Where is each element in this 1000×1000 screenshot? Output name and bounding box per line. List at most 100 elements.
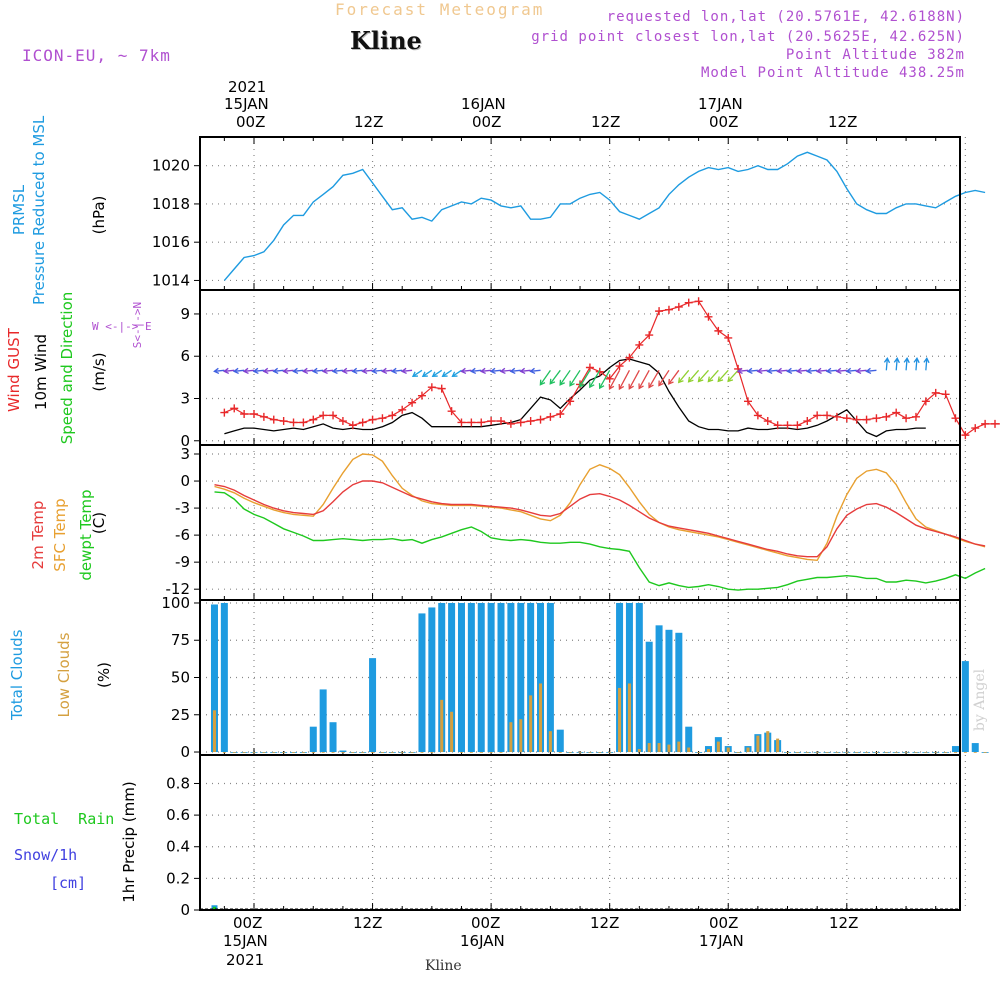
wind-gust-marker bbox=[250, 410, 258, 418]
wind-direction-arrowhead bbox=[529, 367, 536, 375]
low-cloud-bar bbox=[687, 747, 691, 753]
wind-gust-marker bbox=[842, 414, 851, 423]
temperature-ytick-label: -3 bbox=[175, 499, 190, 517]
wind-gust-marker bbox=[240, 410, 249, 418]
wind-direction-arrow bbox=[263, 369, 274, 372]
clouds-ytick-label: 50 bbox=[171, 669, 190, 687]
low-cloud-bar bbox=[519, 719, 523, 753]
pressure-ytick-label: 1016 bbox=[152, 233, 190, 251]
wind-direction-arrow bbox=[293, 369, 304, 372]
temperature-ytick-label: -9 bbox=[175, 553, 190, 571]
wind-gust-marker bbox=[546, 412, 555, 421]
total-cloud-bar bbox=[467, 602, 475, 753]
low-cloud-bar bbox=[697, 752, 701, 753]
low-cloud-bar bbox=[746, 747, 750, 753]
low-cloud-bar bbox=[963, 752, 967, 753]
wind-panel-frame bbox=[199, 289, 961, 446]
low-cloud-bar bbox=[232, 752, 236, 753]
wind-direction-arrow bbox=[273, 369, 284, 372]
total-rain-label: Total Rain bbox=[14, 810, 115, 828]
snow-unit-label: [cm] bbox=[50, 874, 87, 892]
top-tick-12z-17: 12Z bbox=[828, 113, 858, 131]
wind-direction-arrow bbox=[243, 369, 255, 372]
low-cloud-bar bbox=[983, 752, 987, 753]
wind-gust-marker bbox=[220, 408, 229, 417]
wind-gust-marker bbox=[487, 417, 496, 426]
wind-gust-marker bbox=[457, 418, 466, 427]
wind-direction-arrowhead bbox=[923, 357, 930, 364]
total-cloud-bar bbox=[635, 602, 643, 753]
low-cloud-bar bbox=[618, 687, 622, 753]
total-cloud-bar bbox=[369, 658, 377, 753]
wind-direction-arrow bbox=[372, 369, 383, 372]
wind-gust-marker bbox=[516, 418, 525, 427]
wind-direction-arrow bbox=[915, 358, 918, 371]
wind-direction-arrowhead bbox=[786, 367, 793, 375]
precip-ytick-label: 0 bbox=[180, 901, 190, 919]
wind-gust-marker bbox=[793, 421, 802, 430]
wind-direction-arrow bbox=[313, 369, 324, 372]
low-cloud-bar bbox=[677, 741, 681, 753]
total-cloud-bar bbox=[971, 743, 979, 753]
bottom-tick-12z-17: 12Z bbox=[829, 914, 859, 932]
low-cloud-bar bbox=[321, 752, 325, 753]
low-cloud-bar bbox=[459, 752, 463, 753]
wind-direction-arrow bbox=[747, 369, 758, 372]
wind-gust-marker bbox=[823, 411, 832, 420]
low-cloud-bar bbox=[845, 752, 849, 753]
temp-sfc-line bbox=[214, 453, 986, 562]
low-cloud-bar bbox=[292, 752, 296, 753]
wind-direction-arrow bbox=[737, 369, 749, 372]
top-date-17jan: 17JAN bbox=[698, 95, 743, 113]
wind-gust-marker bbox=[625, 353, 634, 362]
top-year-label: 2021 bbox=[228, 78, 267, 96]
wind-direction-arrowhead bbox=[598, 383, 605, 390]
location-title: Kline bbox=[350, 26, 422, 55]
wind-direction-arrowhead bbox=[479, 367, 486, 375]
wind-direction-arrow bbox=[539, 369, 551, 386]
wind-direction-arrowhead bbox=[825, 367, 832, 375]
wind-direction-arrow bbox=[569, 369, 581, 387]
wind-direction-arrowhead bbox=[559, 379, 565, 386]
low-cloud-bar bbox=[894, 752, 898, 753]
pressure-ytick-label: 1018 bbox=[152, 195, 190, 213]
wind-direction-arrow bbox=[322, 369, 334, 372]
wind-gust-marker bbox=[556, 410, 565, 418]
low-cloud-bar bbox=[716, 741, 720, 753]
wind-direction-arrowhead bbox=[736, 367, 743, 375]
low-cloud-bar bbox=[647, 743, 651, 753]
grid-point-coords: grid point closest lon,lat (20.5625E, 42… bbox=[531, 29, 965, 45]
wind-direction-arrowhead bbox=[727, 376, 734, 383]
wind-gust-marker bbox=[526, 417, 535, 426]
requested-coords: requested lon,lat (20.5761E, 42.6188N) bbox=[606, 9, 965, 25]
wind-direction-arrow bbox=[925, 358, 928, 371]
wind-gust-marker bbox=[872, 414, 881, 423]
wind-direction-arrowhead bbox=[431, 371, 438, 378]
chart-title: Forecast Meteogram bbox=[335, 0, 545, 19]
wind-direction-arrowhead bbox=[341, 367, 348, 375]
precip-ytick-label: 0.8 bbox=[166, 774, 190, 792]
wind-direction-arrowhead bbox=[489, 367, 496, 375]
wind-direction-arrow bbox=[224, 369, 235, 372]
low-cloud-bar bbox=[953, 752, 957, 753]
low-cloud-bar bbox=[944, 752, 948, 753]
low-cloud-bar bbox=[578, 752, 582, 753]
model-point-altitude: Model Point Altitude 438.25m bbox=[700, 65, 965, 81]
wind-gust-marker bbox=[674, 302, 683, 311]
wind-direction-arrowhead bbox=[232, 367, 239, 375]
total-cloud-bar bbox=[319, 689, 327, 753]
top-tick-00z-17: 00Z bbox=[709, 113, 739, 131]
wind-direction-arrow bbox=[895, 358, 898, 371]
wind-direction-arrowhead bbox=[796, 367, 803, 375]
bottom-tick-00z-17: 00Z bbox=[709, 914, 739, 932]
wind-gust-marker bbox=[783, 421, 792, 430]
wind-direction-arrow bbox=[727, 369, 739, 382]
wind-gust-marker bbox=[269, 415, 278, 424]
wind-direction-arrowhead bbox=[451, 371, 458, 378]
wind-direction-arrowhead bbox=[855, 367, 862, 375]
total-cloud-bar bbox=[556, 729, 564, 753]
low-cloud-bar bbox=[776, 738, 780, 753]
wind-gust-marker bbox=[813, 411, 822, 420]
wind-gust-marker bbox=[971, 424, 980, 433]
model-label: ICON-EU, ~ 7km bbox=[22, 46, 171, 65]
